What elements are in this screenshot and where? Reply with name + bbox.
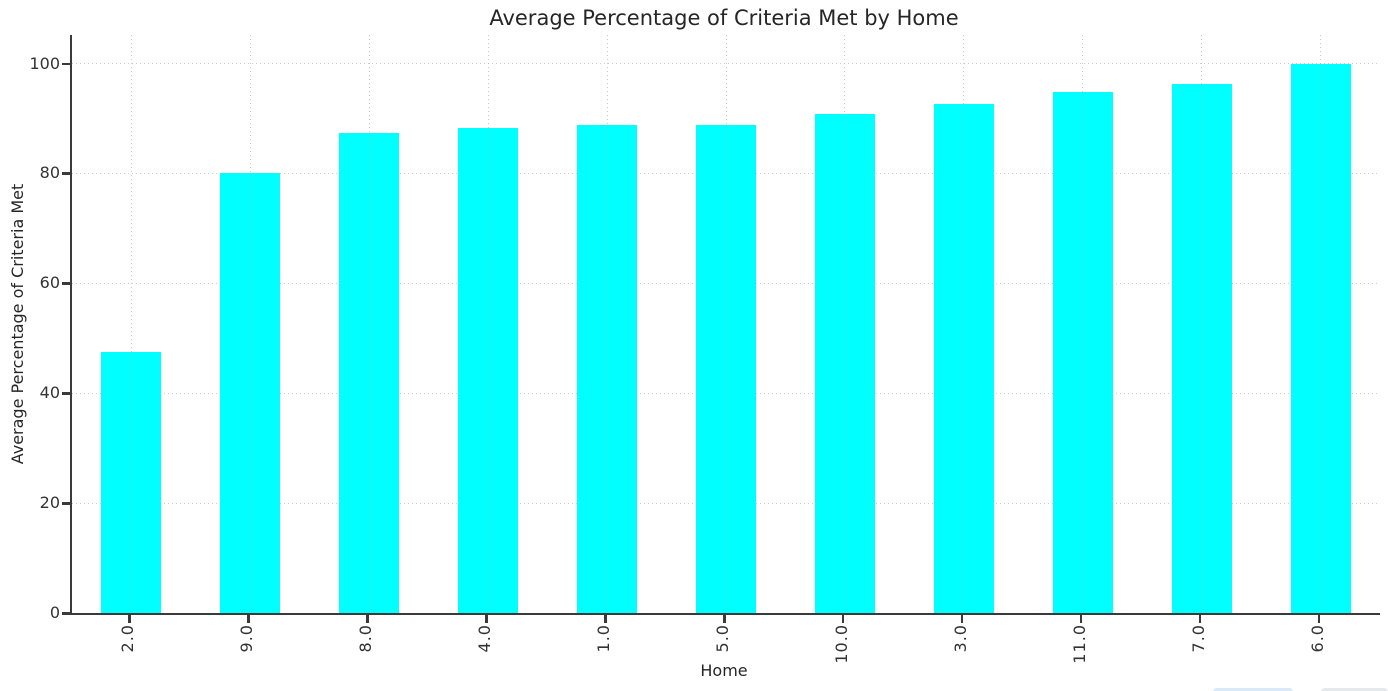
x-tick-label: 7.0 bbox=[1188, 624, 1208, 653]
x-tick-mark bbox=[128, 615, 131, 623]
y-tick-label: 100 bbox=[29, 53, 60, 73]
cutoff-partial-element-left bbox=[1213, 688, 1293, 691]
gridline-vertical bbox=[368, 35, 370, 613]
x-tick-label: 8.0 bbox=[356, 624, 376, 653]
x-tick-mark bbox=[366, 615, 369, 623]
x-tick-mark bbox=[485, 615, 488, 623]
gridline-vertical bbox=[606, 35, 608, 613]
x-tick-mark bbox=[723, 615, 726, 623]
x-tick-mark bbox=[1079, 615, 1083, 623]
gridline-vertical bbox=[130, 35, 132, 613]
x-tick-label: 6.0 bbox=[1307, 624, 1327, 653]
x-tick-mark bbox=[841, 615, 845, 623]
y-tick-label: 80 bbox=[39, 163, 60, 183]
x-tick-label: 9.0 bbox=[237, 624, 257, 653]
y-tick-label: 40 bbox=[39, 383, 60, 403]
x-axis-label: Home bbox=[700, 661, 748, 680]
y-tick-mark bbox=[62, 282, 70, 285]
x-tick-mark bbox=[604, 615, 607, 623]
y-tick-mark bbox=[62, 62, 70, 66]
x-tick-mark bbox=[1198, 615, 1202, 623]
gridline-vertical bbox=[844, 35, 846, 613]
y-axis-label: Average Percentage of Criteria Met bbox=[8, 183, 27, 465]
plot-area bbox=[70, 35, 1380, 615]
x-tick-label: 5.0 bbox=[713, 624, 732, 653]
chart-title: Average Percentage of Criteria Met by Ho… bbox=[489, 6, 959, 30]
gridline-vertical bbox=[487, 35, 489, 613]
x-tick-mark bbox=[1317, 615, 1321, 623]
gridline-vertical bbox=[1082, 35, 1084, 613]
x-tick-mark bbox=[960, 615, 964, 623]
x-tick-mark bbox=[247, 615, 250, 623]
y-tick-mark bbox=[62, 172, 70, 175]
x-tick-label: 11.0 bbox=[1069, 624, 1089, 664]
x-tick-label: 3.0 bbox=[950, 624, 970, 653]
y-tick-label: 20 bbox=[39, 493, 60, 513]
gridline-vertical bbox=[1201, 35, 1203, 613]
x-tick-label: 1.0 bbox=[594, 624, 614, 653]
cutoff-partial-element-right bbox=[1321, 688, 1388, 691]
x-tick-label: 10.0 bbox=[831, 624, 851, 664]
gridline-vertical bbox=[963, 35, 965, 613]
y-tick-mark bbox=[62, 392, 70, 395]
y-tick-label: 60 bbox=[39, 273, 60, 293]
gridline-vertical bbox=[725, 35, 727, 613]
y-tick-mark bbox=[62, 502, 70, 505]
y-tick-mark bbox=[62, 612, 70, 615]
x-tick-label: 2.0 bbox=[118, 624, 138, 653]
x-tick-label: 4.0 bbox=[475, 624, 495, 653]
gridline-vertical bbox=[249, 35, 251, 613]
gridline-vertical bbox=[1320, 35, 1322, 613]
y-tick-label: 0 bbox=[49, 603, 60, 622]
